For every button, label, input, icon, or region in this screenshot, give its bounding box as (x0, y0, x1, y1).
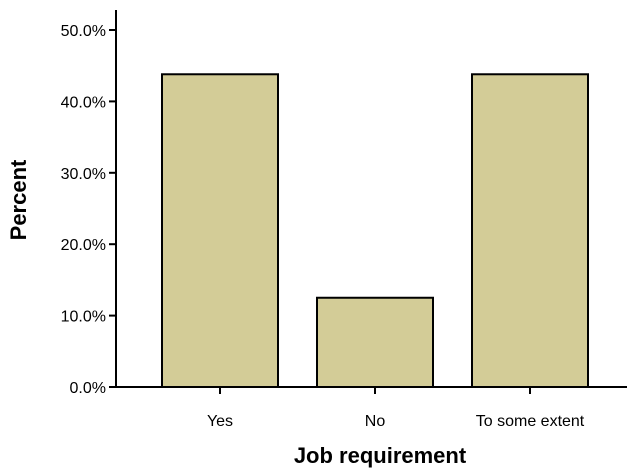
bars-layer (161, 73, 589, 388)
y-tick-label: 10.0% (61, 309, 106, 326)
x-tick-label: Yes (207, 413, 233, 430)
bar-yes (161, 73, 279, 388)
y-tick-label: 40.0% (61, 94, 106, 111)
y-tick-label: 20.0% (61, 237, 106, 254)
ticks-layer: 0.0% 10.0% 20.0% 30.0% 40.0% 50.0% Yes No To som… (61, 23, 585, 430)
y-axis-title: Percent (6, 159, 31, 240)
x-axis-title: Job requirement (294, 443, 467, 468)
y-tick-label: 50.0% (61, 23, 106, 40)
x-tick-label: To some extent (476, 413, 585, 430)
y-tick-label: 30.0% (61, 166, 106, 183)
axes-layer (115, 10, 627, 388)
x-tick-label: No (365, 413, 386, 430)
bar-to-some-extent (471, 73, 589, 388)
y-tick-label: 0.0% (70, 380, 106, 397)
bar-no (316, 296, 434, 388)
